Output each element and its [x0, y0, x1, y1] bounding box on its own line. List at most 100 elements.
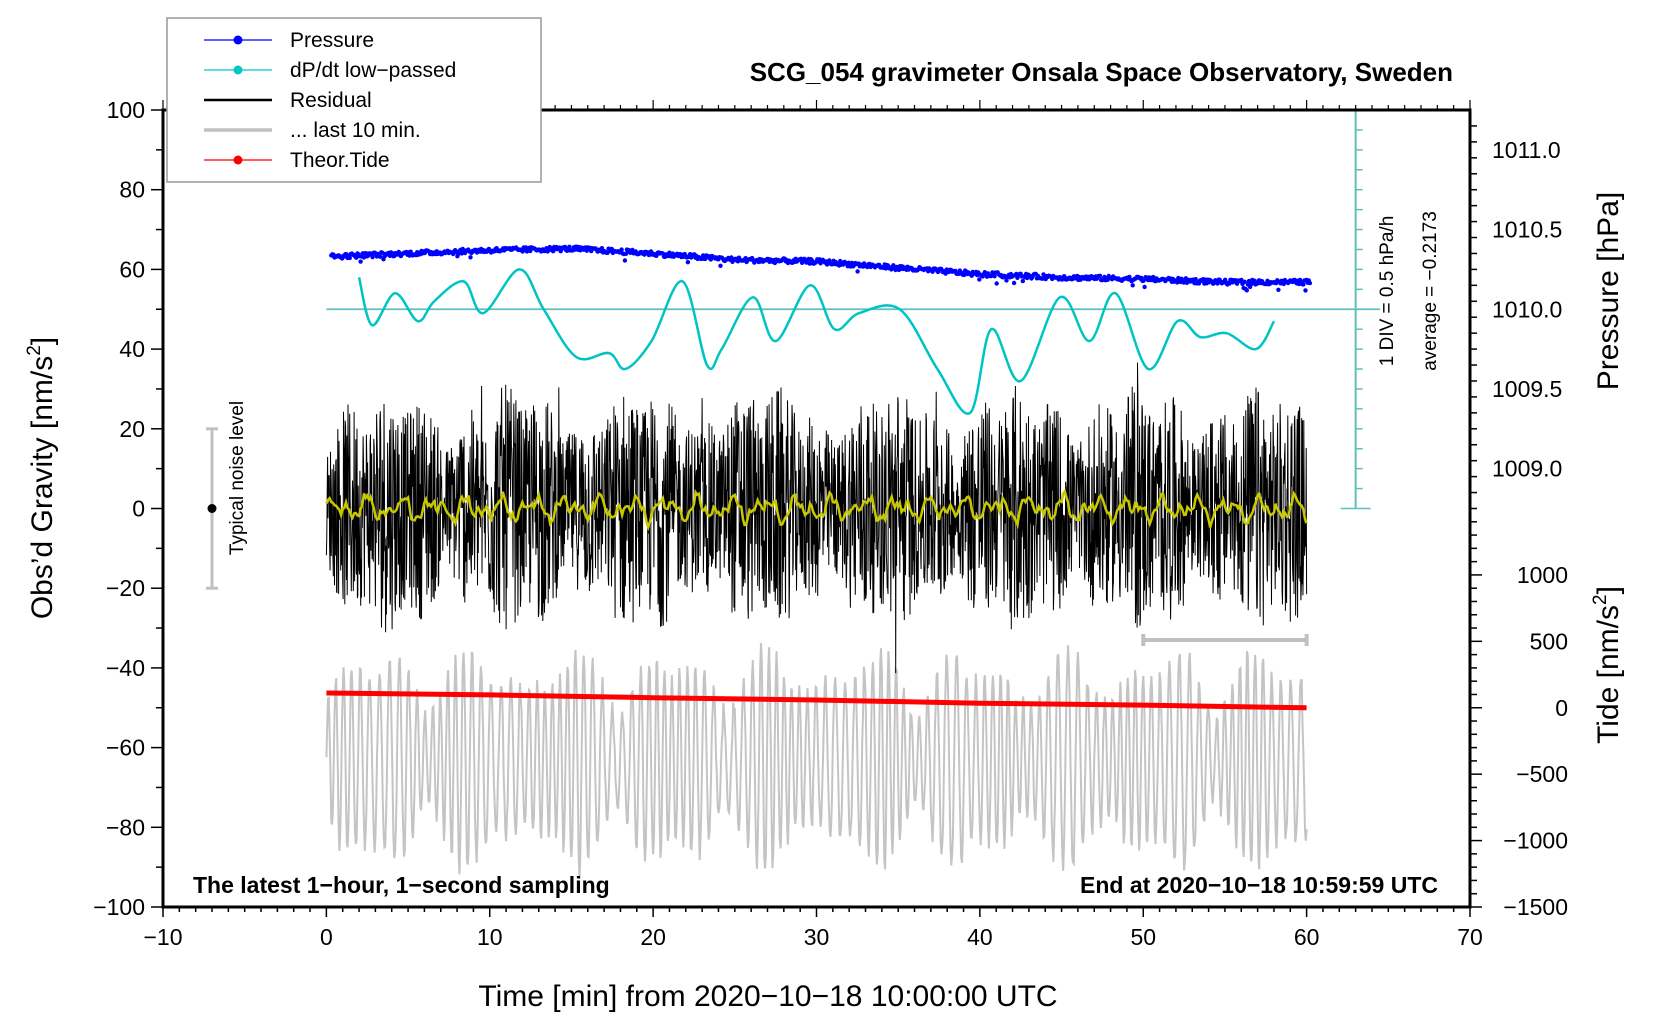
pressure-point [1151, 274, 1156, 280]
y-tick-label: 40 [119, 336, 145, 362]
x-tick-label: 60 [1294, 924, 1320, 950]
y-tick-label: −20 [106, 575, 145, 601]
pressure-point [1193, 277, 1198, 282]
legend-label: Theor.Tide [290, 149, 390, 172]
y-axis-ticks: 100 80 60 40 20 0 −20 −40 −60 −80 −100 [93, 97, 163, 920]
pressure-tick-label: 1009.0 [1492, 456, 1562, 482]
pressure-point [1246, 278, 1252, 284]
x-tick-label: 70 [1457, 924, 1483, 950]
tide-tick-label: 1000 [1517, 562, 1568, 588]
x-tick-label: 20 [640, 924, 666, 950]
legend-label: ... last 10 min. [290, 119, 421, 142]
pressure-point [468, 255, 473, 260]
y-tick-label: 0 [132, 496, 145, 522]
pressure-point [1130, 283, 1135, 288]
pressure-point [1041, 272, 1046, 277]
series-residual-line [325, 362, 1308, 674]
pressure-point [961, 272, 967, 278]
y-tick-label: 60 [119, 256, 145, 282]
pressure-point [1244, 288, 1250, 293]
pressure-point [943, 271, 948, 276]
pressure-point [567, 244, 572, 249]
y-tick-label: 100 [107, 97, 145, 123]
pressure-point [1227, 281, 1232, 286]
x-tick-label: 50 [1130, 924, 1156, 950]
legend-dot-icon [233, 35, 243, 45]
noise-level-label: Typical noise level [227, 401, 248, 555]
series-theor-tide-line [326, 690, 1307, 711]
pressure-point [378, 254, 383, 259]
y-tick-label: −80 [106, 814, 145, 840]
legend-entry: ... last 10 min. [204, 119, 421, 142]
pressure-point [1215, 281, 1220, 286]
pressure-point [992, 274, 997, 279]
x-axis-ticks: −10 0 10 20 30 40 50 60 70 [143, 100, 1483, 950]
dpdt-scale-label: 1 DIV = 0.5 hPa/h [1377, 216, 1398, 367]
legend-entry: Pressure [204, 29, 374, 52]
y-axis-title-left-sup: 2 [24, 345, 45, 356]
pressure-tick-label: 1009.5 [1492, 376, 1562, 402]
y-tick-label: −60 [106, 735, 145, 761]
pressure-tick-label: 1010.5 [1492, 217, 1562, 243]
pressure-point [718, 263, 723, 268]
pressure-tick-label: 1010.0 [1492, 296, 1562, 322]
y-tick-label: 20 [119, 416, 145, 442]
pressure-point [994, 281, 999, 286]
tide-tick-label: −1500 [1503, 894, 1568, 920]
y-axis-title-tide: Tide [nm/s2] [1590, 586, 1625, 744]
tide-axis-ticks: 1000 500 0 −500 −1000 −1500 [1470, 521, 1568, 920]
pressure-point [347, 255, 352, 261]
x-axis-title: Time [min] from 2020−10−18 10:00:00 UTC [478, 980, 1057, 1013]
plot-area [206, 109, 1381, 880]
y-axis-title-pressure: Pressure [hPa] [1592, 192, 1625, 390]
y-axis-title-left: Obs’d Gravity [nm/s2] [24, 337, 59, 619]
legend-label: Pressure [290, 29, 374, 52]
pressure-axis-ticks: 1011.0 1010.5 1010.0 1009.5 1009.0 [1470, 125, 1562, 510]
y-tick-label: −100 [93, 894, 145, 920]
legend-label: dP/dt low−passed [290, 59, 456, 82]
pressure-point [1239, 277, 1244, 283]
annotation-end-time: End at 2020−10−18 10:59:59 UTC [1080, 872, 1438, 898]
series-pressure [329, 244, 1313, 293]
pressure-point [685, 260, 691, 265]
legend-dot-icon [233, 155, 243, 165]
y-axis-title-left-close: ] [26, 337, 59, 345]
y-tick-label: 80 [119, 177, 145, 203]
tide-tick-label: 0 [1555, 695, 1568, 721]
pressure-point [701, 253, 706, 258]
tide-tick-label: −1000 [1503, 828, 1568, 854]
axes: −10 0 10 20 30 40 50 60 70 100806040200−20−40−60… [93, 97, 1568, 950]
y-axis-title-left-main: Obs’d Gravity [nm/s [26, 356, 59, 619]
x-tick-label: 30 [804, 924, 830, 950]
pressure-point [807, 261, 812, 266]
pressure-point [1242, 279, 1247, 284]
pressure-point [1011, 280, 1017, 286]
y-axis-title-tide-close: ] [1592, 586, 1625, 594]
pressure-point [809, 258, 815, 263]
pressure-point [1301, 282, 1306, 287]
y-tick-label: −40 [106, 655, 145, 681]
tide-tick-label: 500 [1530, 628, 1568, 654]
pressure-tick-label: 1011.0 [1492, 137, 1561, 163]
legend-label: Residual [290, 89, 372, 112]
pressure-point [370, 254, 375, 260]
pressure-point [460, 246, 465, 252]
legend-entry: dP/dt low−passed [204, 59, 456, 82]
series-residual-smoothed-line [325, 488, 1308, 532]
y-axis-title-tide-main: Tide [nm/s [1592, 605, 1625, 744]
noise-level-center-dot [207, 504, 217, 513]
x-tick-label: 0 [320, 924, 333, 950]
tide-tick-label: −500 [1516, 761, 1568, 787]
x-tick-label: 40 [967, 924, 993, 950]
series-dpdt-line [357, 268, 1276, 415]
legend: Pressure dP/dt low−passed Residual ... last… [166, 17, 542, 183]
pressure-point [891, 263, 896, 268]
pressure-point [1303, 288, 1308, 293]
pressure-point [855, 269, 860, 274]
pressure-point [361, 255, 367, 260]
pressure-point [622, 258, 628, 263]
pressure-point [1020, 278, 1025, 284]
legend-entry: Theor.Tide [204, 149, 390, 172]
pressure-point [846, 260, 852, 265]
